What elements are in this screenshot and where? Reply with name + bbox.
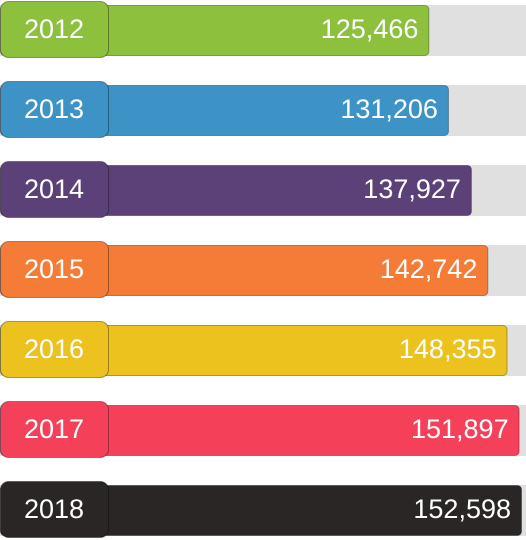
value-label: 148,355 — [399, 334, 497, 364]
label-box — [0, 81, 109, 138]
category-label: 2016 — [24, 334, 84, 364]
label-box — [0, 321, 109, 378]
label-box — [0, 241, 109, 298]
label-box — [0, 481, 109, 538]
category-label: 2017 — [24, 414, 84, 444]
category-label: 2015 — [24, 254, 84, 284]
value-label: 131,206 — [340, 94, 438, 124]
value-label: 152,598 — [413, 494, 511, 524]
category-label: 2014 — [24, 174, 84, 204]
value-label: 137,927 — [363, 174, 461, 204]
category-label: 2012 — [24, 14, 84, 44]
category-label: 2013 — [24, 94, 84, 124]
label-box — [0, 401, 109, 458]
label-box — [0, 1, 109, 58]
value-label: 125,466 — [321, 14, 419, 44]
label-box — [0, 161, 109, 218]
value-label: 151,897 — [411, 414, 509, 444]
value-label: 142,742 — [380, 254, 478, 284]
category-label: 2018 — [24, 494, 84, 524]
